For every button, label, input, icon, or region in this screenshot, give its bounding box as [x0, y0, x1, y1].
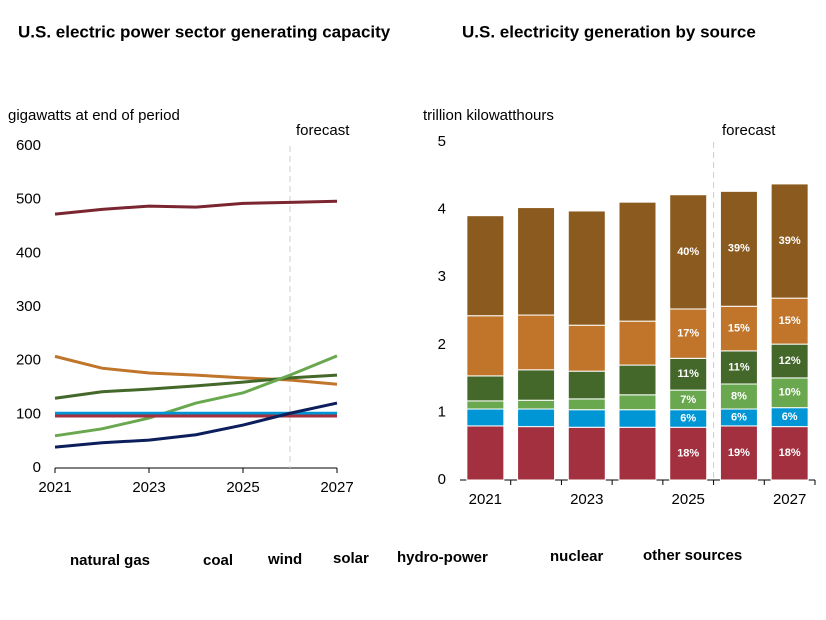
- y-tick-label: 100: [16, 405, 41, 422]
- bar-segment: [770, 183, 809, 299]
- percent-label: 6%: [680, 412, 696, 424]
- bar-segment: [517, 399, 556, 410]
- legend-entry: natural gas: [70, 552, 150, 569]
- bar-segment: [770, 426, 809, 481]
- y-tick-label: 2: [438, 336, 446, 353]
- bar-segment: [567, 426, 606, 481]
- bar-segment: [770, 377, 809, 409]
- bar-segment: [567, 409, 606, 428]
- percent-label: 15%: [728, 322, 750, 334]
- series-line: [54, 373, 338, 400]
- percent-label: 8%: [731, 390, 747, 402]
- bar-segment: [466, 408, 505, 427]
- y-tick-label: 600: [16, 137, 41, 154]
- percent-label: 11%: [728, 361, 750, 373]
- percent-label: 12%: [779, 355, 801, 367]
- bar-segment: [669, 194, 708, 310]
- percent-label: 10%: [779, 387, 801, 399]
- percent-label: 39%: [779, 235, 801, 247]
- bar-segment: [618, 320, 657, 366]
- y-tick-label: 5: [438, 133, 446, 150]
- percent-label: 18%: [677, 448, 699, 460]
- y-axis-label: trillion kilowatthours: [423, 107, 554, 124]
- percent-label: 39%: [728, 243, 750, 255]
- y-tick-label: 0: [33, 459, 41, 476]
- bar-segment: [770, 343, 809, 379]
- x-tick-label: 2025: [226, 479, 259, 496]
- legend-entry: nuclear: [550, 548, 604, 565]
- y-tick-label: 1: [438, 403, 446, 420]
- y-tick-label: 300: [16, 298, 41, 315]
- bar-segment: [669, 357, 708, 391]
- bar-segment: [567, 324, 606, 372]
- series-line: [54, 354, 338, 386]
- y-tick-label: 4: [438, 201, 446, 218]
- bar-segment: [466, 400, 505, 410]
- percent-label: 7%: [680, 394, 696, 406]
- bar-segment: [719, 383, 758, 410]
- y-tick-label: 0: [438, 471, 446, 488]
- y-tick-label: 200: [16, 352, 41, 369]
- bar-segment: [466, 215, 505, 317]
- x-tick-label: 2021: [469, 491, 502, 508]
- forecast-annotation: forecast: [296, 122, 350, 139]
- bar-segment: [770, 297, 809, 345]
- series-line: [54, 354, 338, 438]
- percent-label: 40%: [677, 246, 699, 258]
- y-tick-label: 400: [16, 244, 41, 261]
- x-tick-label: 2023: [570, 491, 603, 508]
- legend-entry: wind: [267, 551, 302, 568]
- legend-entry: coal: [203, 552, 233, 569]
- forecast-annotation: forecast: [722, 122, 776, 139]
- bar-segment: [466, 425, 505, 481]
- bar-segment: [517, 426, 556, 481]
- series-line: [54, 199, 338, 216]
- x-tick-label: 2023: [132, 479, 165, 496]
- x-tick-label: 2027: [320, 479, 353, 496]
- percent-label: 15%: [779, 315, 801, 327]
- bar-segment: [466, 375, 505, 402]
- x-tick-label: 2025: [672, 491, 705, 508]
- bar-segment: [719, 190, 758, 307]
- y-tick-label: 500: [16, 191, 41, 208]
- bar-segment: [719, 425, 758, 481]
- bar-segment: [517, 207, 556, 316]
- y-tick-label: 3: [438, 268, 446, 285]
- bar-segment: [567, 370, 606, 400]
- bar-segment: [618, 394, 657, 411]
- bar-segment: [567, 398, 606, 411]
- bar-segment: [517, 408, 556, 428]
- bar-segment: [466, 315, 505, 377]
- percent-label: 17%: [677, 328, 699, 340]
- legend-entry: solar: [333, 550, 369, 567]
- bar-segment: [618, 364, 657, 396]
- bar-segment: [618, 201, 657, 322]
- bar-segment: [567, 210, 606, 326]
- x-tick-label: 2027: [773, 491, 806, 508]
- x-tick-label: 2021: [38, 479, 71, 496]
- percent-label: 18%: [779, 447, 801, 459]
- series-line: [54, 401, 338, 449]
- legend-entry: hydro-power: [397, 549, 488, 566]
- bar-segment: [669, 426, 708, 481]
- percent-label: 6%: [782, 411, 798, 423]
- percent-label: 11%: [678, 368, 700, 380]
- bar-segment: [618, 426, 657, 481]
- legend-entry: other sources: [643, 547, 742, 564]
- y-axis-label: gigawatts at end of period: [8, 107, 180, 124]
- chart-title: U.S. electric power sector generating ca…: [18, 22, 391, 41]
- bar-segment: [719, 350, 758, 385]
- bar-segment: [517, 314, 556, 371]
- bar-segment: [618, 409, 657, 428]
- percent-label: 6%: [731, 411, 747, 423]
- bar-segment: [517, 369, 556, 401]
- bar-segment: [669, 308, 708, 359]
- chart-title: U.S. electricity generation by source: [462, 22, 756, 41]
- percent-label: 19%: [728, 447, 750, 459]
